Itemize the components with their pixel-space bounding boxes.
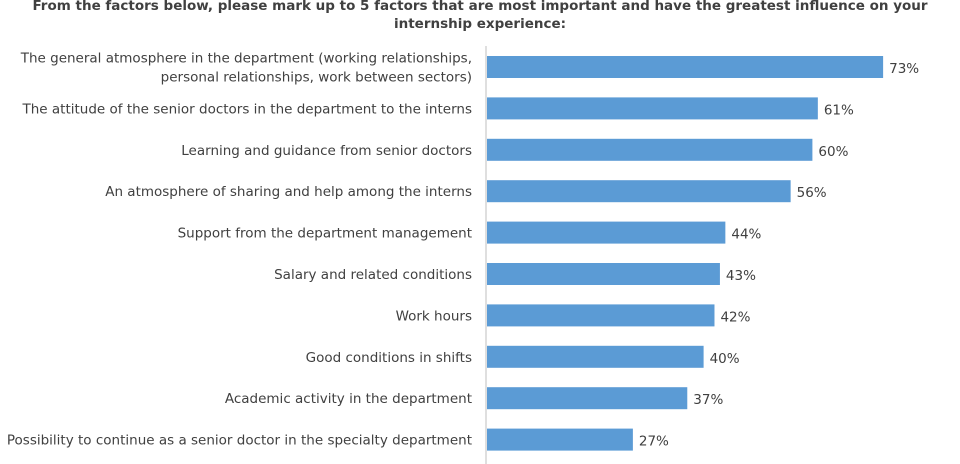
chart-title-line-1: From the factors below, please mark up t… — [32, 0, 928, 14]
category-label-5: Salary and related conditions — [274, 267, 472, 283]
category-label-2: Learning and guidance from senior doctor… — [181, 143, 472, 159]
value-label-8: 37% — [693, 392, 723, 408]
category-label-8: Academic activity in the department — [225, 391, 472, 407]
value-label-7: 40% — [710, 351, 740, 367]
value-label-0: 73% — [889, 61, 919, 77]
bar-6 — [487, 304, 715, 327]
category-label-1: The attitude of the senior doctors in th… — [21, 101, 472, 117]
category-label-3: An atmosphere of sharing and help among … — [105, 184, 472, 200]
bar-0 — [487, 56, 884, 78]
category-label-6: Work hours — [396, 308, 472, 324]
value-label-5: 43% — [726, 268, 756, 284]
value-label-4: 44% — [731, 227, 761, 243]
value-label-2: 60% — [818, 144, 848, 160]
category-label-0-line-0: The general atmosphere in the department… — [20, 51, 472, 67]
category-label-7: Good conditions in shifts — [306, 350, 472, 366]
bar-3 — [487, 180, 791, 203]
value-label-9: 27% — [639, 434, 669, 450]
bar-7 — [487, 345, 704, 368]
value-label-6: 42% — [720, 309, 750, 325]
category-label-0-line-1: personal relationships, work between sec… — [161, 70, 472, 86]
bar-1 — [487, 97, 818, 120]
value-label-1: 61% — [824, 102, 854, 118]
category-label-4: Support from the department management — [178, 226, 472, 242]
bar-8 — [487, 387, 688, 410]
value-label-3: 56% — [797, 185, 827, 201]
category-label-9: Possibility to continue as a senior doct… — [7, 433, 472, 449]
bar-4 — [487, 221, 726, 244]
chart-title-line-2: internship experience: — [393, 16, 567, 32]
bar-2 — [487, 138, 813, 161]
bar-9 — [487, 428, 633, 451]
bar-5 — [487, 263, 720, 285]
